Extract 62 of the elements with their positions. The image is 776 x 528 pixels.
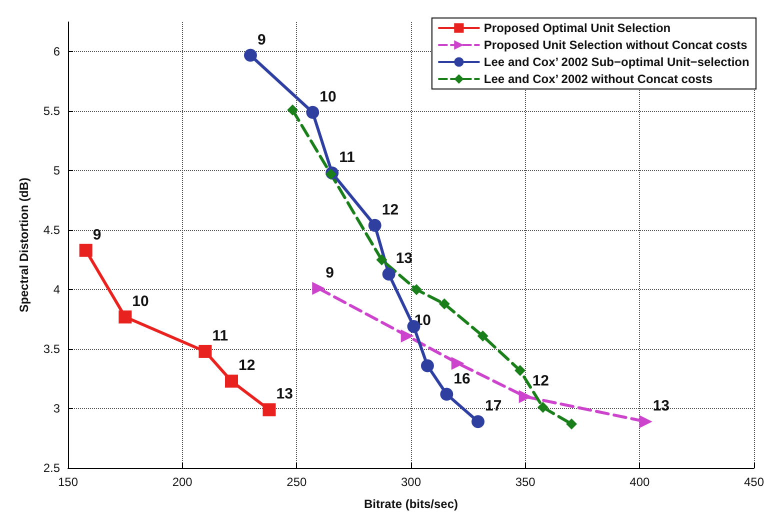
annotation: 12: [382, 201, 399, 218]
point: [514, 364, 526, 376]
legend-label: Proposed Optimal Unit Selection: [484, 21, 671, 35]
point: [79, 244, 92, 257]
point: [410, 284, 422, 296]
x-tick-label: 400: [630, 475, 650, 489]
x-tick-label: 200: [172, 475, 193, 489]
y-tick-label: 3: [53, 402, 60, 416]
x-tick-label: 350: [515, 475, 536, 489]
y-tick-label: 2.5: [43, 461, 60, 475]
y-tick-label: 5.5: [43, 104, 60, 118]
point: [376, 254, 388, 266]
point: [639, 415, 652, 428]
point: [224, 374, 238, 388]
point: [287, 104, 298, 116]
annotation: 9: [257, 31, 266, 48]
point: [118, 310, 132, 324]
y-tick-label: 4: [53, 282, 60, 297]
point: [440, 388, 454, 401]
point: [312, 282, 326, 295]
point: [477, 330, 488, 342]
x-tick-label: 300: [400, 475, 422, 489]
point: [451, 356, 464, 370]
y-axis-title: Spectral Distortion (dB): [17, 178, 31, 312]
legend-label: Proposed Unit Selection without Concat costs: [484, 38, 748, 52]
y-tick-label: 4.5: [43, 223, 60, 238]
annotation: 13: [396, 250, 413, 268]
point: [306, 106, 320, 119]
x-tick-label: 450: [744, 475, 764, 489]
point: [400, 329, 414, 342]
point: [244, 48, 257, 62]
y-tick-label: 5: [53, 164, 60, 178]
annotation: 12: [238, 357, 256, 374]
annotation: 17: [485, 398, 502, 415]
x-tick-label: 250: [286, 475, 307, 489]
annotation: 9: [326, 264, 334, 282]
point: [420, 359, 434, 372]
point: [368, 218, 382, 232]
point: [382, 268, 396, 281]
point: [537, 402, 548, 413]
point: [472, 415, 484, 428]
annotation: 11: [339, 149, 355, 166]
annotation: 10: [320, 88, 336, 106]
point: [262, 403, 276, 416]
point: [198, 344, 212, 358]
legend-label: Lee and Cox’ 2002 without Concat costs: [484, 72, 713, 86]
point: [438, 298, 450, 310]
point: [325, 168, 336, 180]
x-tick-label: 150: [58, 475, 78, 489]
legend-label: Lee and Cox’ 2002 Sub−optimal Unit−selection: [484, 55, 750, 69]
point: [518, 390, 532, 404]
annotation: 10: [132, 292, 149, 310]
annotation: 11: [212, 327, 228, 344]
x-axis-title: Bitrate (bits/sec): [364, 497, 458, 511]
annotation: 13: [652, 398, 670, 415]
point: [566, 418, 578, 430]
y-tick-label: 6: [53, 44, 60, 59]
y-tick-label: 3.5: [43, 342, 60, 356]
annotation: 12: [532, 372, 550, 390]
annotation: 13: [276, 386, 293, 403]
annotation: 16: [454, 370, 470, 388]
annotation: 9: [92, 226, 102, 244]
